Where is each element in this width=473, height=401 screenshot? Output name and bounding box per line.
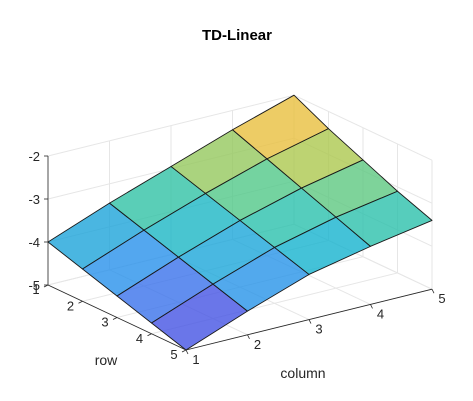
surface-patch <box>335 190 433 247</box>
z-tick-label: -4 <box>28 235 40 250</box>
x-tick-mark <box>247 334 250 339</box>
x-tick-label: 1 <box>192 352 199 367</box>
x-tick-label: 5 <box>438 291 445 306</box>
x-tick-mark <box>308 319 312 324</box>
y-tick-label: 1 <box>32 282 39 297</box>
y-tick-label: 5 <box>170 347 177 362</box>
chart-title: TD-Linear <box>202 27 272 44</box>
x-tick-label: 2 <box>254 337 261 352</box>
x-axis-label: column <box>280 365 325 381</box>
y-tick-mark <box>78 300 83 304</box>
wall-grid-z <box>47 94 295 157</box>
x-tick-label: 3 <box>315 322 322 337</box>
x-tick-mark <box>431 289 435 294</box>
surface-layer <box>47 94 433 351</box>
x-tick-mark <box>185 349 189 355</box>
wall-grid-z <box>293 94 433 161</box>
z-tick-label: -3 <box>28 192 40 207</box>
y-tick-label: 4 <box>136 331 143 346</box>
z-tick-label: -5 <box>28 278 40 293</box>
y-tick-mark <box>181 349 187 353</box>
y-tick-mark <box>147 333 152 337</box>
y-tick-mark <box>112 317 118 320</box>
x-tick-mark <box>370 304 373 309</box>
y-axis-label: row <box>95 352 118 368</box>
y-tick-label: 2 <box>67 298 74 313</box>
y-tick-label: 3 <box>101 315 108 330</box>
z-tick-label: -2 <box>28 149 40 164</box>
x-tick-label: 4 <box>377 306 384 321</box>
